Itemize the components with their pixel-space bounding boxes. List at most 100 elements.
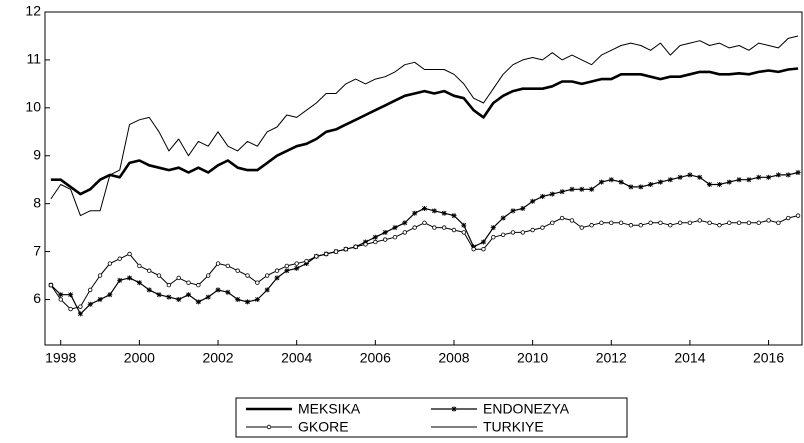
point-marker bbox=[598, 179, 604, 185]
point-marker bbox=[166, 282, 172, 288]
legend-label: GKORE bbox=[298, 419, 349, 435]
point-marker bbox=[795, 213, 801, 218]
point-marker bbox=[117, 277, 123, 283]
point-marker bbox=[589, 223, 594, 228]
point-marker bbox=[205, 294, 211, 300]
point-marker bbox=[245, 299, 251, 305]
point-marker bbox=[707, 181, 713, 187]
point-marker bbox=[756, 220, 761, 226]
x-tick-label: 2012 bbox=[596, 350, 627, 366]
point-marker bbox=[510, 208, 516, 214]
point-marker bbox=[785, 172, 791, 178]
point-marker bbox=[264, 287, 270, 293]
point-marker bbox=[539, 193, 545, 199]
point-marker bbox=[687, 220, 693, 226]
point-marker bbox=[156, 273, 162, 278]
legend-label: ENDONEZYA bbox=[483, 401, 570, 417]
point-marker bbox=[471, 244, 477, 250]
point-marker bbox=[648, 220, 653, 226]
point-marker bbox=[786, 215, 791, 221]
legend-box bbox=[235, 397, 628, 438]
point-marker bbox=[48, 282, 54, 288]
x-tick-label: 2002 bbox=[202, 350, 233, 366]
point-marker bbox=[58, 292, 64, 298]
y-tick-label: 7 bbox=[33, 242, 41, 258]
point-marker bbox=[579, 186, 585, 192]
point-marker bbox=[520, 205, 526, 211]
point-marker bbox=[677, 220, 683, 226]
point-marker bbox=[638, 223, 643, 228]
series-line bbox=[50, 171, 799, 315]
y-tick-label: 11 bbox=[26, 51, 41, 67]
point-marker bbox=[658, 220, 663, 226]
point-marker bbox=[412, 225, 417, 230]
point-marker bbox=[323, 251, 329, 257]
point-marker bbox=[87, 301, 93, 307]
point-marker bbox=[304, 258, 309, 264]
point-marker bbox=[284, 263, 290, 269]
point-marker bbox=[196, 282, 201, 288]
point-marker bbox=[559, 189, 565, 195]
point-marker bbox=[136, 280, 142, 286]
point-marker bbox=[186, 280, 191, 285]
point-marker bbox=[225, 289, 231, 295]
point-marker bbox=[657, 179, 663, 185]
point-marker bbox=[215, 287, 221, 293]
point-marker bbox=[569, 218, 575, 223]
point-marker bbox=[195, 299, 201, 305]
point-marker bbox=[687, 172, 693, 178]
point-marker bbox=[107, 292, 113, 298]
point-marker bbox=[540, 225, 545, 230]
point-marker bbox=[176, 296, 182, 302]
point-marker bbox=[776, 220, 781, 226]
point-marker bbox=[421, 205, 427, 211]
point-marker bbox=[264, 273, 270, 278]
point-marker bbox=[176, 275, 181, 281]
point-marker bbox=[215, 261, 221, 266]
point-marker bbox=[667, 177, 673, 183]
point-marker bbox=[235, 296, 241, 302]
point-marker bbox=[147, 268, 152, 273]
point-marker bbox=[451, 227, 457, 233]
y-tick-label: 10 bbox=[25, 99, 41, 115]
point-marker bbox=[520, 230, 525, 235]
point-marker bbox=[500, 215, 506, 221]
x-tick-label: 2000 bbox=[124, 350, 155, 366]
point-marker bbox=[372, 234, 378, 240]
point-marker bbox=[373, 239, 378, 245]
point-marker bbox=[431, 208, 437, 214]
series-line bbox=[50, 35, 799, 217]
point-marker bbox=[618, 220, 624, 226]
plot-frame bbox=[44, 11, 803, 346]
point-marker bbox=[697, 218, 702, 223]
point-marker bbox=[304, 261, 310, 267]
point-marker bbox=[68, 292, 74, 298]
point-marker bbox=[186, 292, 192, 298]
point-marker bbox=[382, 237, 388, 242]
point-marker bbox=[235, 268, 240, 273]
point-marker bbox=[284, 268, 290, 274]
x-tick-label: 2004 bbox=[281, 350, 312, 366]
legend-label: MEKSIKA bbox=[298, 401, 361, 417]
point-marker bbox=[579, 225, 584, 230]
x-tick-label: 2014 bbox=[674, 350, 705, 366]
point-marker bbox=[736, 220, 742, 226]
point-marker bbox=[97, 296, 103, 302]
legend-marker bbox=[266, 424, 272, 430]
legend-label: TURKIYE bbox=[483, 419, 544, 435]
point-marker bbox=[353, 244, 358, 249]
point-marker bbox=[451, 213, 457, 219]
point-marker bbox=[775, 172, 781, 178]
point-marker bbox=[146, 287, 152, 293]
y-tick-label: 6 bbox=[33, 290, 41, 306]
y-tick-label: 8 bbox=[33, 194, 41, 210]
point-marker bbox=[530, 227, 535, 233]
point-marker bbox=[668, 223, 673, 228]
point-marker bbox=[609, 220, 614, 226]
point-marker bbox=[736, 177, 742, 183]
point-marker bbox=[746, 220, 752, 226]
point-marker bbox=[402, 230, 408, 235]
point-marker bbox=[461, 222, 467, 228]
point-marker bbox=[530, 198, 536, 204]
